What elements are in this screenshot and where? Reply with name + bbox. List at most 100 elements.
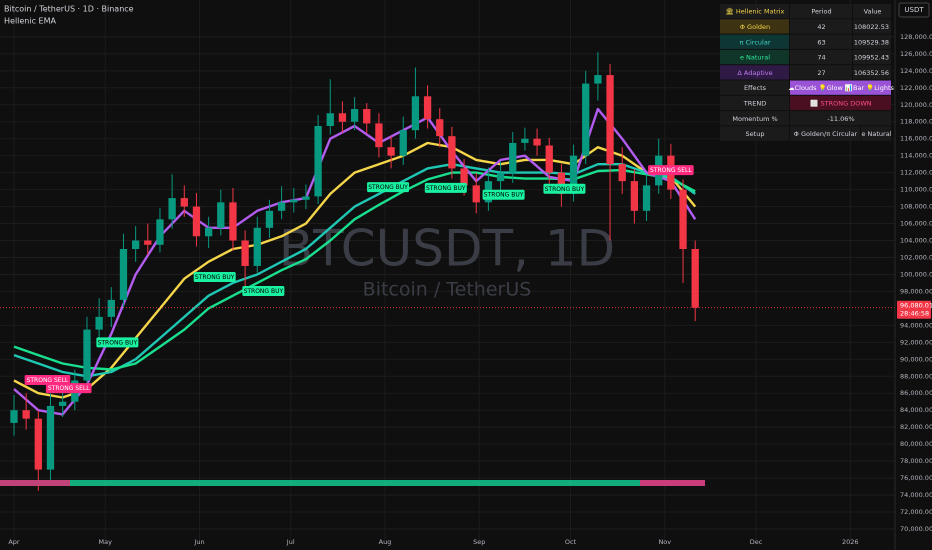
- y-tick-label: 88,000.00: [900, 372, 932, 380]
- candle-body: [509, 142, 517, 173]
- price-axis: [895, 0, 932, 550]
- y-tick-label: 106,000.00: [900, 220, 932, 228]
- candle-body: [569, 155, 578, 194]
- candle-body: [46, 405, 55, 470]
- table-text: π Circular: [739, 38, 770, 46]
- table-cell: [861, 126, 891, 141]
- currency-box[interactable]: [898, 2, 930, 18]
- y-tick-label: 100,000.00: [900, 270, 932, 278]
- candle-body: [241, 240, 249, 266]
- table-cell: [853, 34, 891, 49]
- candle-body: [314, 125, 322, 197]
- x-tick-label: May: [98, 538, 112, 546]
- candle-body: [326, 113, 334, 126]
- table-text: 108022.53: [854, 23, 889, 31]
- x-tick-label: Jul: [286, 538, 295, 546]
- candle-body: [119, 249, 128, 300]
- x-tick-label: 2026: [842, 538, 859, 546]
- y-tick-label: 82,000.00: [900, 423, 932, 431]
- indicator-name: Hellenic EMA: [4, 17, 56, 26]
- candle-body: [472, 185, 480, 203]
- x-tick-label: Oct: [565, 538, 577, 546]
- table-cell: [853, 4, 891, 19]
- table-cell: [720, 34, 789, 49]
- candle-body: [22, 410, 30, 419]
- table-text: Effects: [744, 84, 767, 92]
- candle-body: [229, 202, 237, 241]
- candle-body: [363, 109, 371, 124]
- x-tick-label: Nov: [658, 538, 671, 546]
- candle-body: [460, 168, 468, 186]
- candle-body: [217, 202, 225, 228]
- candle-body: [204, 227, 213, 237]
- y-tick-label: 120,000.00: [900, 101, 932, 109]
- candle-body: [265, 210, 274, 228]
- table-text: 🏛 Hellenic Matrix: [726, 8, 785, 16]
- y-tick-label: 122,000.00: [900, 84, 932, 92]
- candle-body: [618, 164, 626, 182]
- x-tick-label: Jun: [193, 538, 204, 546]
- table-text: Δ Adaptive: [737, 69, 772, 77]
- chart-title: Bitcoin / TetherUS · 1D · Binance: [4, 5, 134, 14]
- candle-body: [107, 299, 115, 317]
- signal-badge: [482, 189, 525, 200]
- table-text: Value: [864, 8, 882, 16]
- table-text: 27: [817, 69, 825, 77]
- table-cell: [790, 4, 852, 19]
- table-cell: [790, 19, 852, 34]
- candle-body: [180, 198, 188, 207]
- last-price-box: [897, 300, 931, 319]
- table-cell: [720, 95, 789, 111]
- candle-body: [168, 198, 176, 220]
- candle-body: [436, 119, 444, 137]
- candle-body: [83, 329, 91, 381]
- table-text: 63: [817, 38, 825, 46]
- candle-body: [277, 202, 286, 211]
- watermark-name: Bitcoin / TetherUS: [363, 279, 532, 301]
- y-tick-label: 76,000.00: [900, 474, 932, 482]
- signal-label: STRONG BUY: [244, 288, 284, 295]
- y-tick-label: 116,000.00: [900, 135, 932, 143]
- candle-body: [411, 96, 420, 131]
- candle-body: [582, 83, 590, 156]
- table-text: 106352.56: [854, 69, 889, 77]
- x-tick-label: Dec: [750, 538, 763, 546]
- y-tick-label: 124,000.00: [900, 67, 932, 75]
- currency: USDT: [904, 6, 924, 14]
- y-tick-label: 78,000.00: [900, 457, 932, 465]
- signal-badge: [24, 374, 71, 385]
- table-text: Momentum %: [732, 115, 777, 123]
- table-cell: [790, 95, 891, 111]
- table-text: 109952.43: [854, 54, 889, 62]
- candle-body: [642, 185, 651, 211]
- table-text: Period: [811, 8, 831, 16]
- table-text: 42: [817, 23, 825, 31]
- signal-label: STRONG BUY: [426, 185, 466, 192]
- signal-strip-sell: [0, 480, 70, 486]
- candle-body: [144, 240, 152, 245]
- table-cell: [720, 4, 789, 19]
- candle-body: [387, 147, 395, 156]
- y-tick-label: 98,000.00: [900, 287, 932, 295]
- table-text: 74: [817, 54, 825, 62]
- candle-body: [521, 138, 529, 143]
- table-cell: [720, 49, 789, 65]
- x-tick-label: Sep: [473, 538, 485, 546]
- candle-body: [606, 75, 614, 165]
- table-cell: [720, 65, 789, 80]
- signal-label: STRONG SELL: [48, 385, 90, 392]
- candle-body: [34, 418, 42, 470]
- y-tick-label: 112,000.00: [900, 169, 932, 177]
- candle-body: [95, 316, 103, 330]
- table-cell: [790, 49, 852, 65]
- table-text: TREND: [743, 99, 766, 107]
- signal-strip: [0, 480, 705, 486]
- x-tick-label: Aug: [379, 538, 392, 546]
- ema-line: [13, 168, 696, 371]
- y-tick-label: 126,000.00: [900, 50, 932, 58]
- signal-badge: [193, 271, 236, 282]
- table-cell: [853, 19, 891, 34]
- y-tick-label: 84,000.00: [900, 406, 932, 414]
